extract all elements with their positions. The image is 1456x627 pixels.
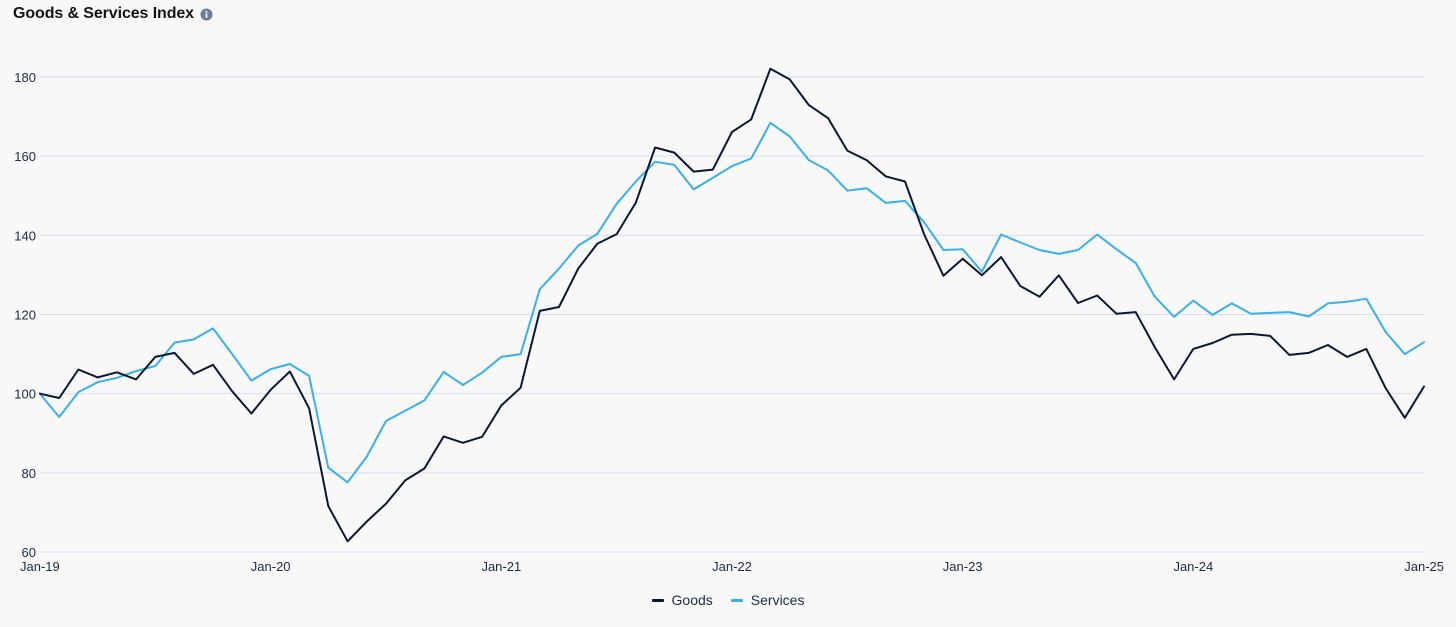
x-tick-label: Jan-24 [1173, 559, 1213, 574]
y-tick-label: 180 [14, 70, 36, 85]
series-line-goods[interactable] [39, 67, 1425, 543]
series-lines [39, 67, 1425, 543]
y-axis-ticks: 60 80 100 120 140 160 180 [14, 70, 36, 560]
info-icon[interactable] [200, 7, 213, 21]
legend-item-goods[interactable]: Goods [651, 592, 713, 608]
x-axis-ticks: Jan-19 Jan-20 Jan-21 Jan-22 Jan-23 Jan-24 Jan-… [20, 559, 1444, 574]
legend-label-goods: Goods [671, 592, 713, 608]
x-tick-label: Jan-19 [20, 559, 60, 574]
y-tick-label: 160 [14, 149, 36, 164]
x-tick-label: Jan-25 [1404, 559, 1444, 574]
y-tick-label: 80 [22, 466, 36, 481]
legend-swatch-goods [651, 598, 664, 602]
y-tick-label: 60 [22, 545, 36, 560]
series-line-services[interactable] [39, 121, 1425, 484]
grid-lines [40, 76, 1424, 553]
chart-legend: Goods Services [0, 592, 1456, 608]
x-tick-label: Jan-23 [943, 559, 983, 574]
x-tick-label: Jan-22 [712, 559, 752, 574]
x-tick-label: Jan-20 [251, 559, 291, 574]
y-tick-label: 140 [14, 228, 36, 243]
legend-swatch-services [730, 598, 743, 602]
y-tick-label: 100 [14, 387, 36, 402]
legend-item-services[interactable]: Services [730, 592, 805, 608]
x-tick-label: Jan-21 [481, 559, 521, 574]
y-tick-label: 120 [14, 308, 36, 323]
chart-header: Goods & Services Index [13, 5, 213, 23]
chart-title: Goods & Services Index [13, 5, 194, 22]
legend-label-services: Services [750, 592, 805, 608]
